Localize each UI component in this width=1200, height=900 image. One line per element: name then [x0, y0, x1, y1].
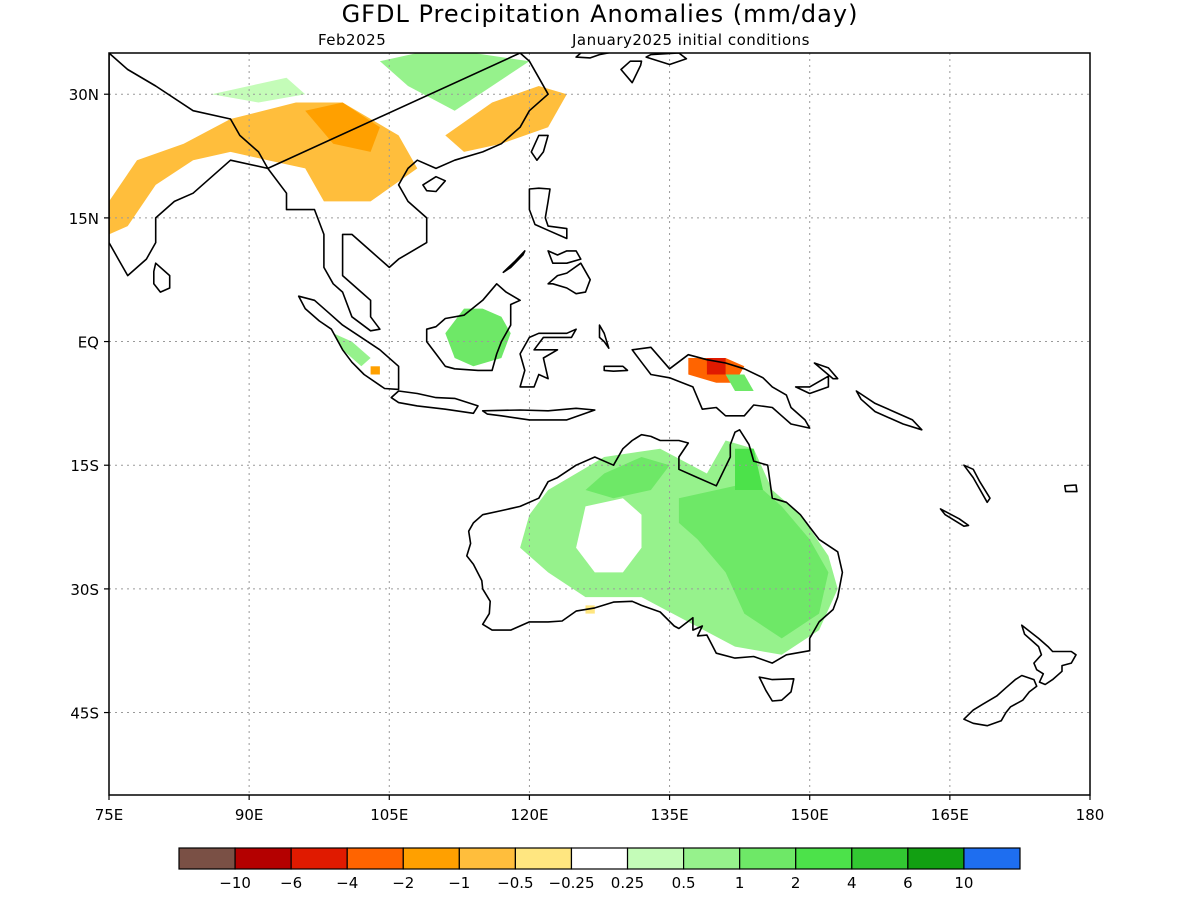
init-conditions-label: January2025 initial conditions	[571, 31, 810, 49]
coastline-kyushu	[620, 60, 643, 84]
colorbar-swatch	[795, 847, 853, 870]
y-tick-label: 15N	[69, 210, 99, 228]
coastline-korea	[575, 53, 613, 59]
anomaly-region-tibet-wet	[211, 77, 306, 103]
coastline-sulawesi	[519, 328, 577, 388]
longitude-axis: 75E 90E 105E 120E 135E 150E 165E 180	[95, 795, 1105, 824]
coastline-halmahera	[598, 324, 610, 350]
x-tick-label: 90E	[235, 806, 264, 824]
colorbar-swatch	[682, 847, 741, 870]
coastline-palawan	[502, 250, 526, 274]
valid-month-label: Feb2025	[318, 31, 386, 49]
y-tick-label: 30N	[69, 86, 99, 104]
x-tick-label: 150E	[791, 806, 829, 824]
colorbar-label: 0.5	[672, 874, 696, 892]
coastline-vanuatu	[963, 464, 991, 504]
colorbar-swatch	[346, 847, 404, 870]
colorbar-label: 2	[791, 874, 801, 892]
coastline-borneo	[425, 282, 521, 372]
x-tick-label: 105E	[370, 806, 408, 824]
coastline-hainan	[422, 175, 447, 193]
x-tick-label: 135E	[651, 806, 689, 824]
anomaly-fill-layer	[109, 53, 838, 655]
x-tick-label: 75E	[95, 806, 124, 824]
coastline-visayas	[547, 250, 582, 265]
x-tick-label: 165E	[931, 806, 969, 824]
coastline-luzon	[528, 187, 568, 240]
anomaly-region-cape-york-wet	[735, 448, 763, 490]
coastline-india	[109, 53, 269, 277]
colorbar-label: 1	[735, 874, 745, 892]
colorbar-swatch	[907, 847, 965, 870]
colorbar-label: −2	[392, 874, 414, 892]
coastline-new-caledonia	[939, 508, 970, 528]
colorbar-swatch	[851, 847, 909, 870]
colorbar-label: −4	[336, 874, 358, 892]
colorbar-label: 10	[954, 874, 973, 892]
x-tick-label: 180	[1076, 806, 1105, 824]
colorbar-label: −10	[219, 874, 251, 892]
colorbar-swatch	[402, 847, 460, 870]
colorbar-label: −0.25	[549, 874, 595, 892]
anomaly-region-east-china-dry	[445, 86, 567, 152]
coastline-nz-south	[963, 674, 1038, 727]
colorbar-label: −1	[448, 874, 470, 892]
coastline-new-britain	[794, 375, 830, 395]
y-tick-label: 45S	[70, 705, 99, 723]
anomaly-region-new-guinea-wet	[725, 374, 754, 391]
anomaly-region-himalaya-dry-core	[305, 102, 380, 152]
colorbar-swatch	[570, 847, 629, 870]
coastline-shikoku-honshu	[645, 53, 688, 66]
colorbar-swatch	[458, 847, 516, 870]
coastline-mindanao	[547, 262, 592, 295]
coastline-new-ireland	[813, 362, 839, 380]
coastline-lesser-sunda	[481, 407, 596, 421]
colorbar-swatch	[626, 847, 685, 870]
coastline-taiwan	[530, 134, 549, 161]
coastline-nz-north	[1020, 624, 1077, 686]
colorbar-label: 4	[847, 874, 857, 892]
coastline-southeast-asia-china	[266, 53, 549, 332]
y-tick-label: 30S	[70, 581, 99, 599]
gridlines	[109, 53, 1090, 795]
coastline-seram	[603, 365, 629, 373]
colorbar-swatch	[514, 847, 573, 870]
colorbar-labels: −10 −6 −4 −2 −1 −0.5 −0.25 0.25 0.5 1 2 4 6 10	[219, 874, 973, 892]
colorbar-label: 0.25	[611, 874, 644, 892]
latitude-axis: 30N 15N EQ 15S 30S 45S	[69, 86, 109, 723]
colorbar	[178, 847, 1021, 870]
coastline-tasmania	[758, 676, 795, 702]
anomaly-region-sumatra-wet	[333, 333, 371, 367]
anomaly-region-central-australia-white	[576, 498, 642, 573]
coastline-australia	[465, 428, 844, 664]
colorbar-swatch	[290, 847, 348, 870]
x-tick-label: 120E	[510, 806, 548, 824]
coastline-java	[390, 390, 479, 415]
coastline-sri-lanka	[153, 262, 171, 293]
anomaly-region-sumatra-dry	[370, 366, 380, 375]
coastline-solomons	[855, 390, 923, 431]
colorbar-label: −0.5	[497, 874, 533, 892]
y-tick-label: 15S	[70, 457, 99, 475]
coastline-sumatra	[297, 295, 400, 391]
colorbar-swatch	[178, 847, 236, 870]
anomaly-region-south-china-wet	[379, 53, 530, 111]
anomaly-region-australia-wet-east	[678, 481, 829, 639]
colorbar-swatch	[234, 847, 292, 870]
coastlines	[109, 53, 1078, 727]
anomaly-region-australia-wet-north	[585, 457, 670, 499]
coastline-fiji	[1064, 484, 1078, 493]
y-tick-label: EQ	[78, 334, 99, 352]
chart-title: GFDL Precipitation Anomalies (mm/day)	[342, 0, 859, 28]
coastline-new-guinea	[631, 346, 811, 429]
colorbar-label: 6	[903, 874, 913, 892]
anomaly-region-borneo-wet	[445, 308, 511, 367]
plot-frame	[108, 52, 1091, 796]
colorbar-label: −6	[280, 874, 302, 892]
colorbar-swatch	[739, 847, 797, 870]
colorbar-swatch	[963, 847, 1021, 870]
